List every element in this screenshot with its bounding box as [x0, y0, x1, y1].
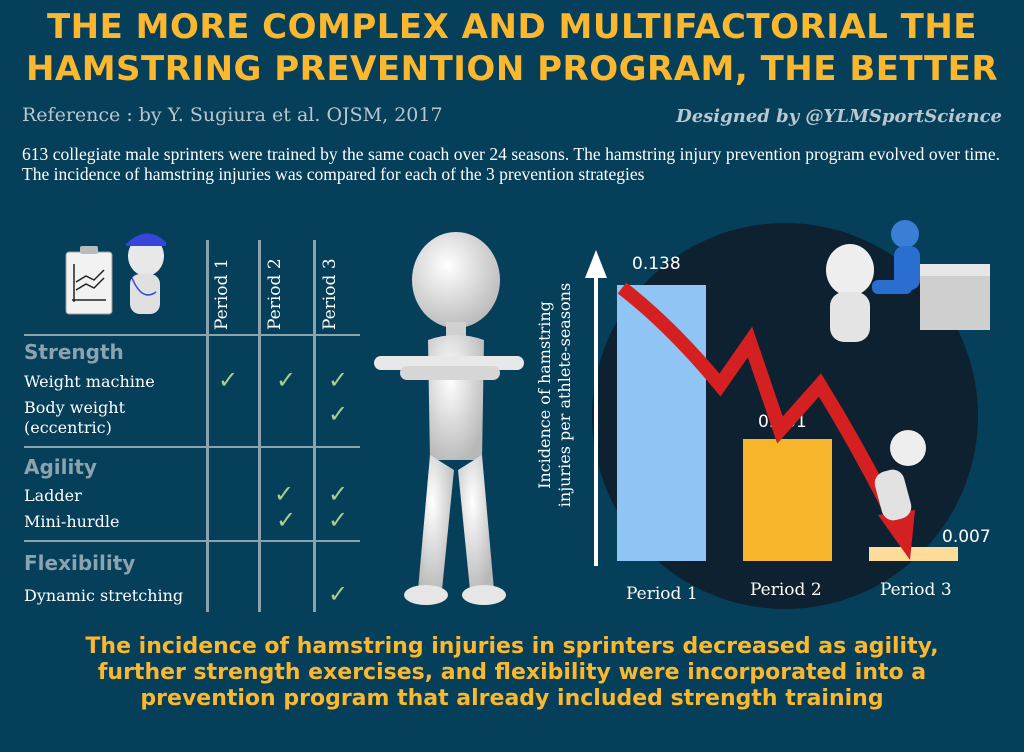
page-title: The more complex and multifactorial the … — [0, 6, 1024, 90]
conclusion-line: further strength exercises, and flexibil… — [97, 660, 927, 685]
bar-period-2 — [743, 439, 832, 561]
column-header-period-3: Period 3 — [318, 250, 348, 330]
column-label: Period 2 — [265, 258, 285, 330]
y-axis-label: Incidence of hamstring injuries per athl… — [535, 230, 575, 560]
check-icon: ✓ — [274, 480, 295, 508]
check-icon: ✓ — [328, 580, 349, 608]
credit: Designed by @YLMSportScience — [676, 106, 1002, 127]
check-icon: ✓ — [328, 400, 349, 428]
column-header-period-2: Period 2 — [263, 250, 293, 330]
conclusion-line: prevention program that already included… — [140, 686, 884, 711]
y-axis-arrow-icon — [585, 250, 607, 566]
trend-arrow-icon — [617, 282, 915, 560]
item-label-line: (eccentric) — [24, 418, 112, 437]
bar-period-3 — [869, 547, 958, 561]
check-icon: ✓ — [276, 506, 297, 534]
title-line-1: The more complex and multifactorial the — [46, 7, 978, 47]
falling-figure-icon — [874, 430, 926, 521]
x-label-period-1: Period 1 — [626, 584, 698, 604]
pointing-figure-icon — [374, 232, 524, 605]
column-label: Period 1 — [212, 258, 232, 330]
coach-clipboard-icon — [65, 233, 166, 315]
item-label-line: Body weight — [24, 398, 126, 417]
table-divider — [24, 540, 360, 542]
check-icon: ✓ — [218, 366, 239, 394]
x-label-period-3: Period 3 — [880, 580, 952, 600]
item-body-weight: Body weight (eccentric) — [24, 398, 125, 438]
item-ladder: Ladder — [24, 486, 82, 505]
category-strength: Strength — [24, 340, 124, 364]
bar-value-period-1: 0.138 — [632, 254, 681, 274]
doctor-patient-icon — [826, 220, 990, 342]
category-agility: Agility — [24, 455, 97, 479]
y-axis-label-line: Incidence of hamstring — [535, 301, 554, 489]
column-header-period-1: Period 1 — [210, 250, 240, 330]
column-label: Period 3 — [320, 258, 340, 330]
item-weight-machine: Weight machine — [24, 372, 155, 391]
item-mini-hurdle: Mini-hurdle — [24, 512, 120, 531]
check-icon: ✓ — [328, 506, 349, 534]
item-dynamic-stretching: Dynamic stretching — [24, 586, 184, 605]
check-icon: ✓ — [328, 366, 349, 394]
y-axis-label-line: injuries per athlete-seasons — [555, 282, 574, 508]
table-divider — [313, 240, 316, 612]
conclusion: The incidence of hamstring injuries in s… — [0, 634, 1024, 712]
conclusion-line: The incidence of hamstring injuries in s… — [85, 634, 939, 659]
table-divider — [24, 334, 360, 336]
reference: Reference : by Y. Sugiura et al. OJSM, 2… — [22, 104, 443, 126]
table-divider — [206, 240, 209, 612]
intro-text: 613 collegiate male sprinters were train… — [22, 144, 1000, 184]
check-icon: ✓ — [328, 480, 349, 508]
title-line-2: hamstring prevention program, the better — [25, 49, 999, 89]
x-label-period-2: Period 2 — [750, 580, 822, 600]
table-divider — [24, 446, 360, 448]
table-divider — [258, 240, 261, 612]
check-icon: ✓ — [276, 366, 297, 394]
category-flexibility: Flexibility — [24, 551, 136, 575]
bar-value-period-3: 0.007 — [942, 527, 991, 547]
